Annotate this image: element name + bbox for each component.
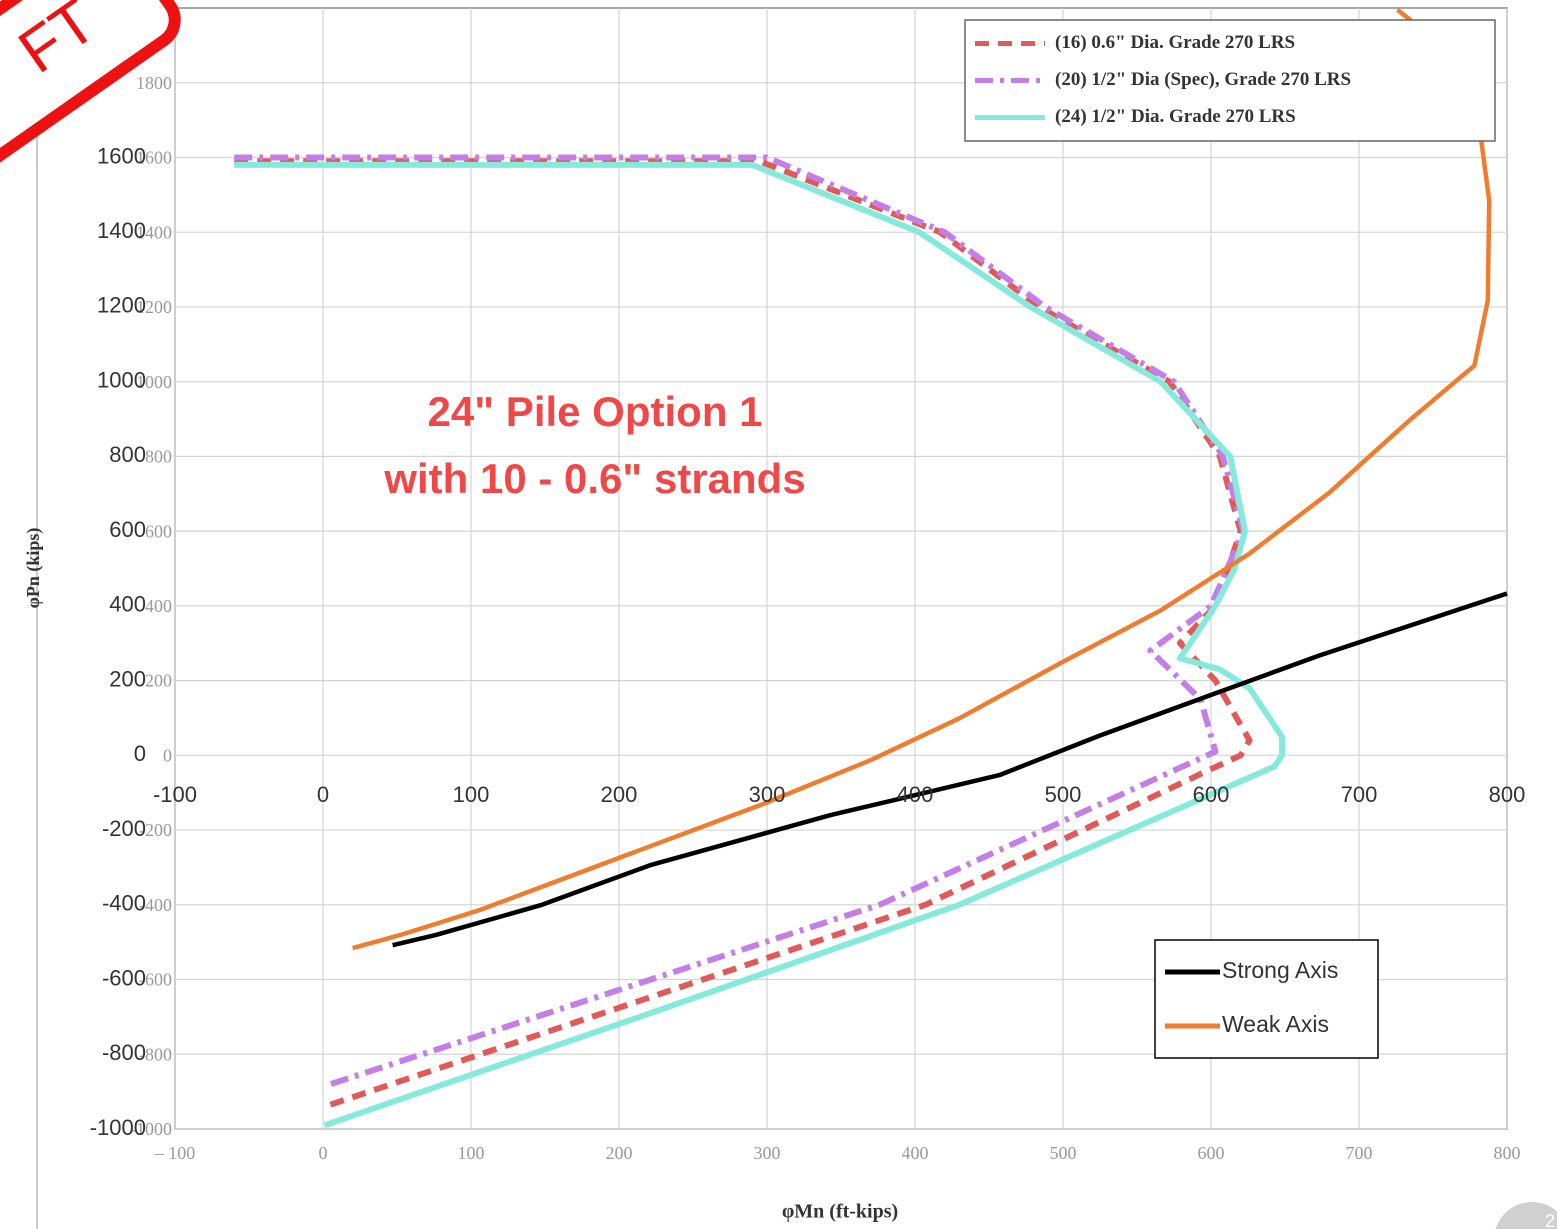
annotation: 24" Pile Option 1 <box>428 388 763 435</box>
x-tick-label: 200 <box>606 1143 633 1163</box>
y-tick-label: 1400 <box>97 218 146 243</box>
series-line <box>234 161 1285 1129</box>
x-axis-title: φMn (ft-kips) <box>782 1201 898 1223</box>
y-tick-label: 800 <box>109 442 146 467</box>
x-tick-label: 800 <box>1494 1143 1521 1163</box>
y-tick-label: -600 <box>102 965 146 990</box>
y-axis-title: φPn (kips) <box>23 528 44 609</box>
annotation: with 10 - 0.6" strands <box>383 455 805 502</box>
y-tick-label: 600 <box>145 521 172 541</box>
y-tick-label: 600 <box>109 517 146 542</box>
x-tick-label: 600 <box>1198 1143 1225 1163</box>
series-line <box>234 154 1247 1088</box>
y-tick-label: -800 <box>102 1040 146 1065</box>
y-tick-label: -400 <box>102 891 146 916</box>
y-tick-label: 400 <box>145 596 172 616</box>
y-tick-label: 200 <box>145 671 172 691</box>
x-tick-label: 500 <box>1050 1143 1077 1163</box>
series-line <box>392 591 1508 948</box>
y-tick-label: 0 <box>163 745 172 765</box>
y-tick-label: -800 <box>139 1044 172 1064</box>
x-tick-label: 800 <box>1489 782 1526 807</box>
series-line <box>234 158 1253 1108</box>
x-tick-label: 700 <box>1341 782 1378 807</box>
y-tick-label: -600 <box>139 970 172 990</box>
y-tick-label: 1600 <box>97 143 146 168</box>
x-tick-label: 100 <box>453 782 490 807</box>
y-tick-label: -200 <box>102 816 146 841</box>
x-tick-label: 0 <box>317 782 329 807</box>
y-tick-label: -200 <box>139 820 172 840</box>
x-tick-label: -100 <box>153 782 197 807</box>
x-tick-label: – 100 <box>154 1143 196 1163</box>
y-tick-label: 200 <box>109 666 146 691</box>
x-tick-label: 0 <box>319 1143 328 1163</box>
lines <box>234 8 1508 1129</box>
x-tick-label: 700 <box>1346 1143 1373 1163</box>
legend-label: Weak Axis <box>1222 1011 1329 1037</box>
legend-label: (24) 1/2" Dia. Grade 270 LRS <box>1055 106 1296 127</box>
x-tick-label: 300 <box>749 782 786 807</box>
y-tick-label: 1800 <box>136 73 172 93</box>
legend-label: Strong Axis <box>1222 957 1338 983</box>
y-tick-label: 400 <box>109 592 146 617</box>
stamp-frame <box>0 0 181 235</box>
series-line <box>352 8 1492 951</box>
legend-box <box>964 19 1496 142</box>
x-tick-label: 500 <box>1045 782 1082 807</box>
x-tick-label: 300 <box>754 1143 781 1163</box>
y-tick-label: 0 <box>134 741 146 766</box>
x-tick-label: 600 <box>1193 782 1230 807</box>
y-tick-label: 1000 <box>136 372 172 392</box>
legend-label: (20) 1/2" Dia (Spec), Grade 270 LRS <box>1055 69 1351 90</box>
legend-box <box>1154 939 1379 1059</box>
y-tick-label: -400 <box>139 895 172 915</box>
y-tick-label: 1000 <box>97 367 146 392</box>
x-tick-label: 200 <box>601 782 638 807</box>
x-tick-label: 100 <box>458 1143 485 1163</box>
y-tick-label: -1000 <box>90 1115 146 1140</box>
y-tick-label: -1000 <box>130 1119 172 1139</box>
x-tick-label: 400 <box>897 782 934 807</box>
y-tick-label: 1200 <box>136 297 172 317</box>
x-tick-label: 400 <box>902 1143 929 1163</box>
legend: (16) 0.6" Dia. Grade 270 LRS (20) 1/2" Di… <box>964 19 1496 142</box>
y-tick-label: 1600 <box>136 148 172 168</box>
draft-stamp: FT <box>0 0 181 235</box>
legend-label: (16) 0.6" Dia. Grade 270 LRS <box>1055 32 1295 53</box>
legend: Strong Axis Weak Axis <box>1154 939 1379 1059</box>
y-tick-label: 1200 <box>97 293 146 318</box>
y-tick-label: 800 <box>145 447 172 467</box>
labels: -1000-800-600-400-2000200400600800100012… <box>90 73 1526 1163</box>
y-tick-label: 1400 <box>136 222 172 242</box>
page-badge <box>1495 1202 1557 1229</box>
page-number: 2 <box>1545 1211 1555 1229</box>
